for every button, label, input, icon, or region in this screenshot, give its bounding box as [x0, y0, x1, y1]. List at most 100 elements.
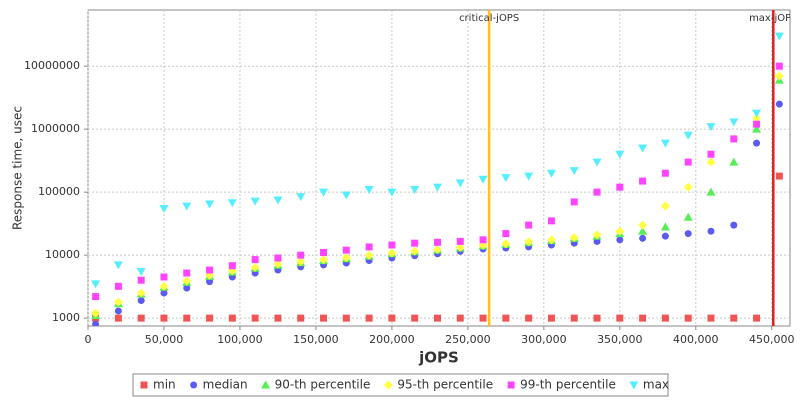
marker: [160, 314, 168, 322]
marker: [183, 314, 191, 322]
marker: [729, 118, 739, 127]
marker: [261, 380, 271, 389]
marker: [706, 123, 716, 132]
marker: [707, 227, 715, 235]
marker: [752, 113, 762, 123]
marker: [228, 314, 236, 322]
marker: [387, 188, 397, 197]
marker: [320, 249, 328, 257]
marker: [342, 314, 350, 322]
marker: [182, 276, 192, 286]
marker: [455, 242, 465, 252]
marker: [387, 248, 397, 258]
marker: [160, 273, 168, 281]
legend-label: max: [643, 378, 669, 392]
marker: [273, 259, 283, 269]
legend-label: 90-th percentile: [275, 378, 371, 392]
x-tick-label: 300,000: [521, 333, 567, 346]
marker: [592, 158, 602, 167]
x-tick-label: 0: [85, 333, 92, 346]
legend-label: 99-th percentile: [520, 378, 616, 392]
marker: [706, 187, 716, 196]
marker: [707, 314, 715, 322]
marker: [274, 314, 282, 322]
marker: [250, 262, 260, 272]
marker: [660, 201, 670, 211]
marker: [206, 266, 214, 274]
marker: [365, 243, 373, 251]
marker: [273, 196, 283, 205]
marker: [638, 144, 648, 153]
legend-items: min median 90-th percentile 95-th percentil…: [140, 378, 669, 392]
marker: [570, 198, 578, 206]
marks: critical-jOPS max-jOPS: [91, 10, 790, 326]
x-tick-label: 150,000: [293, 333, 339, 346]
marker: [113, 297, 123, 307]
marker: [383, 380, 393, 390]
marker: [660, 139, 670, 148]
marker: [227, 199, 237, 208]
marker: [524, 237, 534, 247]
marker: [319, 188, 329, 197]
marker: [137, 297, 145, 305]
marker: [296, 257, 306, 267]
plot-area: [87, 9, 791, 327]
marker: [639, 234, 647, 242]
y-tick-label: 10000: [45, 248, 80, 261]
marker: [706, 157, 716, 167]
marker: [341, 191, 351, 200]
marker: [114, 307, 122, 315]
x-tick-label: 350,000: [597, 333, 643, 346]
marker: [660, 222, 670, 231]
marker: [616, 236, 624, 244]
marker: [113, 261, 123, 270]
marker: [752, 124, 762, 133]
marker: [524, 172, 534, 181]
marker: [730, 314, 738, 322]
marker: [501, 239, 511, 249]
grid: [84, 10, 790, 330]
marker: [190, 381, 198, 389]
marker: [250, 197, 260, 206]
marker: [182, 202, 192, 211]
marker: [136, 267, 146, 276]
marker: [410, 186, 420, 195]
marker: [639, 177, 647, 185]
marker: [775, 100, 783, 108]
marker: [456, 237, 464, 245]
legend-label: min: [153, 378, 176, 392]
marker: [707, 150, 715, 158]
marker: [683, 212, 693, 221]
y-tick-label: 1000000: [31, 122, 80, 135]
marker: [507, 381, 515, 389]
marker: [456, 314, 464, 322]
marker: [546, 169, 556, 178]
marker: [206, 314, 214, 322]
marker: [569, 167, 579, 176]
marker: [455, 179, 465, 188]
marker: [251, 314, 259, 322]
marker: [433, 238, 441, 246]
legend: [132, 373, 669, 397]
marker: [140, 381, 148, 389]
marker: [319, 255, 329, 265]
annotation-label: critical-jOPS: [459, 13, 519, 24]
marker: [775, 172, 783, 180]
marker: [684, 314, 692, 322]
marker: [615, 150, 625, 159]
marker: [251, 256, 259, 264]
marker: [502, 230, 510, 238]
marker: [159, 281, 169, 291]
y-axis-label: Response time, usec: [11, 106, 25, 230]
marker: [616, 183, 624, 191]
marker: [114, 282, 122, 290]
marker: [616, 314, 624, 322]
marker: [92, 320, 100, 326]
marker: [364, 250, 374, 260]
marker: [592, 230, 602, 240]
marker: [91, 308, 101, 318]
marker: [479, 236, 487, 244]
marker: [615, 226, 625, 236]
marker: [159, 205, 169, 214]
legend-label: 95-th percentile: [397, 378, 493, 392]
